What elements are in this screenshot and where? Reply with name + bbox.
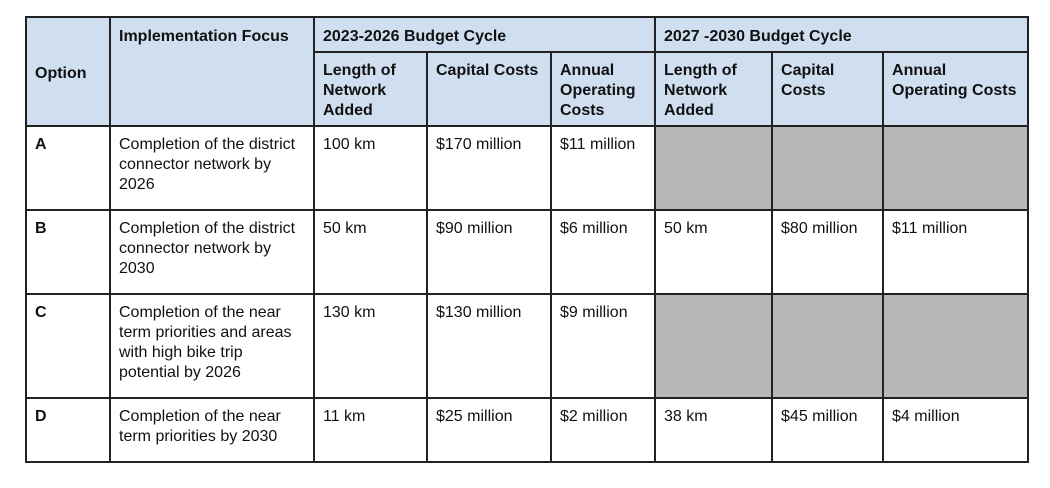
- implementation-focus-header: Implementation Focus: [109, 16, 315, 127]
- table-row-option-b: B Completion of the district connector n…: [25, 209, 1030, 295]
- cycle1-capital-cell: $25 million: [426, 397, 552, 463]
- cycle1-capital-cell: $170 million: [426, 125, 552, 211]
- header-row-top: Option Implementation Focus 2023-2026 Bu…: [25, 16, 1030, 127]
- option-cell: D: [25, 397, 111, 463]
- budget-options-table: Option Implementation Focus 2023-2026 Bu…: [25, 16, 1030, 463]
- cycle2-operating-cell: $11 million: [882, 209, 1030, 295]
- table-row-option-a: A Completion of the district connector n…: [25, 125, 1030, 211]
- cycle2-operating-cell-empty: [882, 125, 1030, 211]
- focus-cell: Completion of the near term priorities b…: [109, 397, 315, 463]
- focus-cell: Completion of the district connector net…: [109, 125, 315, 211]
- cycle1-length-header: Length of Network Added: [313, 51, 428, 127]
- header-row-sub: Length of Network Added Capital Costs An…: [26, 51, 1030, 127]
- cycle2-operating-cell-empty: [882, 293, 1030, 399]
- option-column-header: Option: [25, 16, 111, 127]
- cycle2-capital-cell: $45 million: [771, 397, 885, 463]
- cycle2-capital-header: Capital Costs: [771, 51, 885, 127]
- cycle2-capital-cell-empty: [771, 293, 885, 399]
- cycle2-operating-header: Annual Operating Costs: [882, 51, 1030, 127]
- option-cell: C: [25, 293, 111, 399]
- cycle2-operating-cell: $4 million: [882, 397, 1030, 463]
- cycle2-length-cell: 38 km: [654, 397, 774, 463]
- focus-cell: Completion of the near term priorities a…: [109, 293, 315, 399]
- cycle2-length-header: Length of Network Added: [654, 51, 774, 127]
- cycle2-capital-cell: $80 million: [771, 209, 885, 295]
- table-row-option-c: C Completion of the near term priorities…: [25, 293, 1030, 399]
- cycle1-operating-cell: $9 million: [549, 293, 657, 399]
- cycle2-length-cell-empty: [654, 125, 774, 211]
- cycle1-operating-cell: $6 million: [549, 209, 657, 295]
- cycle1-capital-cell: $90 million: [426, 209, 552, 295]
- table-row-option-d: D Completion of the near term priorities…: [25, 397, 1030, 463]
- cycle2-length-cell: 50 km: [654, 209, 774, 295]
- cycle1-length-cell: 50 km: [313, 209, 428, 295]
- focus-cell: Completion of the district connector net…: [109, 209, 315, 295]
- cycle1-length-cell: 100 km: [313, 125, 428, 211]
- cycle1-operating-cell: $11 million: [549, 125, 657, 211]
- cycle1-length-cell: 11 km: [313, 397, 428, 463]
- option-cell: A: [25, 125, 111, 211]
- cycle1-operating-header: Annual Operating Costs: [549, 51, 657, 127]
- cycle2-capital-cell-empty: [771, 125, 885, 211]
- cycle1-capital-cell: $130 million: [426, 293, 552, 399]
- option-cell: B: [25, 209, 111, 295]
- cycle1-operating-cell: $2 million: [549, 397, 657, 463]
- budget-cycle-2023-2026-header: 2023-2026 Budget Cycle: [312, 16, 657, 53]
- cycle1-capital-header: Capital Costs: [426, 51, 552, 127]
- cycle1-length-cell: 130 km: [313, 293, 428, 399]
- budget-cycle-2027-2030-header: 2027 -2030 Budget Cycle: [654, 16, 1030, 53]
- cycle2-length-cell-empty: [654, 293, 774, 399]
